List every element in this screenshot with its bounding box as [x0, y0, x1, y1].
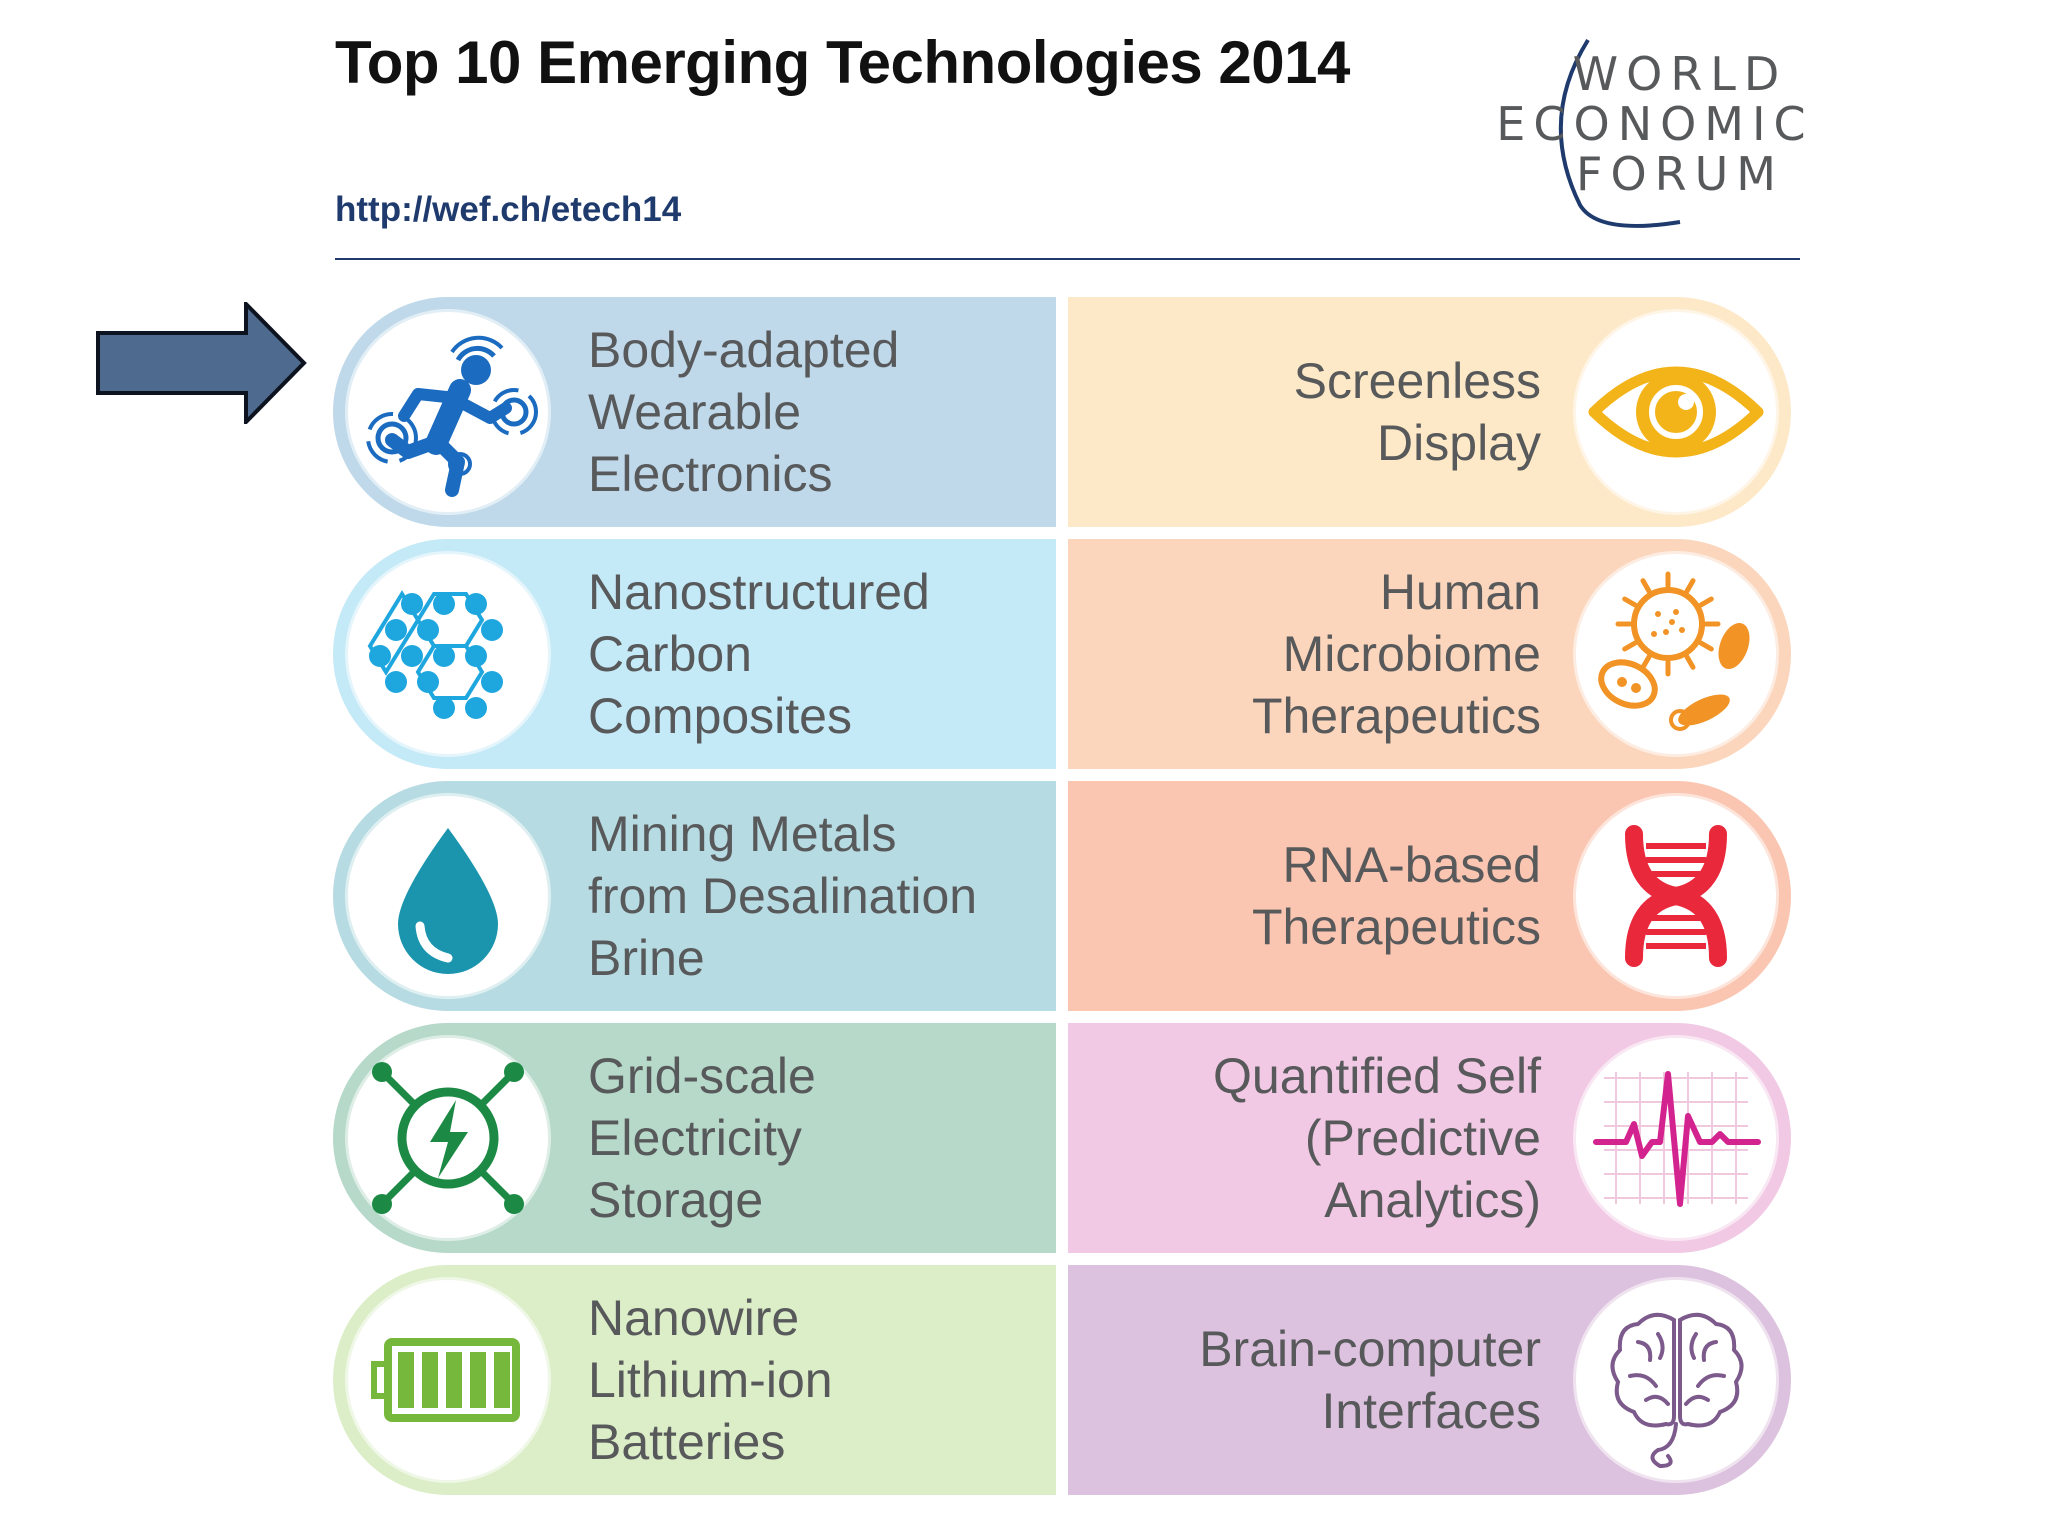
battery-icon	[348, 1280, 548, 1480]
heartbeat-chart-icon	[1576, 1038, 1776, 1238]
tech-card-9: Nanowire Lithium-ion Batteries	[333, 1265, 1056, 1495]
source-link[interactable]: http://wef.ch/etech14	[335, 190, 682, 229]
tech-card-label-line: Batteries	[588, 1414, 786, 1470]
tech-card-label-line: Lithium-ion	[588, 1352, 833, 1408]
tech-card-label-line: Microbiome	[1282, 626, 1541, 682]
tech-card-label: Nanowire Lithium-ion Batteries	[588, 1265, 833, 1495]
tech-card-label-line: Mining Metals	[588, 806, 897, 862]
tech-card-label-line: Electronics	[588, 446, 833, 502]
icon-badge	[1576, 312, 1776, 512]
tech-card-label-line: (Predictive	[1304, 1110, 1541, 1166]
tech-card-label: Nanostructured Carbon Composites	[588, 539, 930, 769]
running-person-icon	[348, 312, 548, 512]
tech-card-label-line: Carbon	[588, 626, 752, 682]
tech-card-label-line: Quantified Self	[1213, 1048, 1541, 1104]
tech-card-label-line: Wearable	[588, 384, 802, 440]
tech-card-label-line: Storage	[588, 1172, 764, 1228]
wef-logo: WORLD ECONOMIC FORUM	[1480, 30, 1820, 240]
tech-card-10: Brain-computer Interfaces	[1068, 1265, 1791, 1495]
tech-card-label-line: Electricity	[588, 1110, 802, 1166]
tech-card-label-line: Display	[1377, 415, 1541, 471]
tech-card-label-line: Grid-scale	[588, 1048, 816, 1104]
tech-card-label-line: from Desalination	[588, 868, 978, 924]
icon-badge	[1576, 554, 1776, 754]
tech-card-label-line: Therapeutics	[1251, 688, 1541, 744]
water-drop-icon	[348, 796, 548, 996]
tech-card-label-line: RNA-based	[1282, 837, 1541, 893]
tech-card-3: Nanostructured Carbon Composites	[333, 539, 1056, 769]
brain-icon	[1576, 1280, 1776, 1480]
tech-card-label-line: Therapeutics	[1251, 899, 1541, 955]
tech-card-label-line: Screenless	[1293, 353, 1541, 409]
eye-icon	[1576, 312, 1776, 512]
tech-card-label: Grid-scale Electricity Storage	[588, 1023, 816, 1253]
tech-card-label-line: Nanostructured	[588, 564, 930, 620]
icon-badge	[348, 312, 548, 512]
tech-card-label-line: Nanowire	[588, 1290, 800, 1346]
tech-card-label-line: Human	[1379, 564, 1541, 620]
tech-card-label: RNA-based Therapeutics	[1252, 781, 1541, 1011]
icon-badge	[348, 1280, 548, 1480]
right-arrow-icon	[96, 299, 308, 427]
tech-card-label: Human Microbiome Therapeutics	[1252, 539, 1541, 769]
icon-badge	[348, 1038, 548, 1238]
tech-card-label: Mining Metals from Desalination Brine	[588, 781, 977, 1011]
tech-card-label: Screenless Display	[1294, 297, 1541, 527]
tech-card-5: Mining Metals from Desalination Brine	[333, 781, 1056, 1011]
carbon-molecule-icon	[348, 554, 548, 754]
tech-card-label-line: Brain-computer	[1199, 1321, 1541, 1377]
tech-card-label-line: Body-adapted	[588, 322, 900, 378]
tech-card-1: Body-adapted Wearable Electronics	[333, 297, 1056, 527]
tech-card-label-line: Analytics)	[1324, 1172, 1541, 1228]
microbe-icon	[1576, 554, 1776, 754]
icon-badge	[1576, 796, 1776, 996]
tech-card-4: Human Microbiome Therapeutics	[1068, 539, 1791, 769]
tech-card-8: Quantified Self (Predictive Analytics)	[1068, 1023, 1791, 1253]
tech-card-label-line: Brine	[588, 930, 705, 986]
tech-card-label: Body-adapted Wearable Electronics	[588, 297, 899, 527]
power-storage-icon	[348, 1038, 548, 1238]
logo-line-1: WORLD	[1573, 47, 1788, 101]
tech-card-2: Screenless Display	[1068, 297, 1791, 527]
dna-helix-icon	[1576, 796, 1776, 996]
logo-line-2: ECONOMIC	[1496, 97, 1813, 151]
icon-badge	[348, 796, 548, 996]
icon-badge	[1576, 1280, 1776, 1480]
tech-card-label: Brain-computer Interfaces	[1199, 1265, 1541, 1495]
tech-card-6: RNA-based Therapeutics	[1068, 781, 1791, 1011]
icon-badge	[348, 554, 548, 754]
tech-card-label-line: Interfaces	[1321, 1383, 1541, 1439]
page-title: Top 10 Emerging Technologies 2014	[335, 29, 1350, 96]
header-divider	[335, 258, 1800, 260]
tech-card-label-line: Composites	[588, 688, 852, 744]
tech-card-label: Quantified Self (Predictive Analytics)	[1213, 1023, 1541, 1253]
logo-line-3: FORUM	[1576, 147, 1784, 201]
icon-badge	[1576, 1038, 1776, 1238]
tech-card-7: Grid-scale Electricity Storage	[333, 1023, 1056, 1253]
